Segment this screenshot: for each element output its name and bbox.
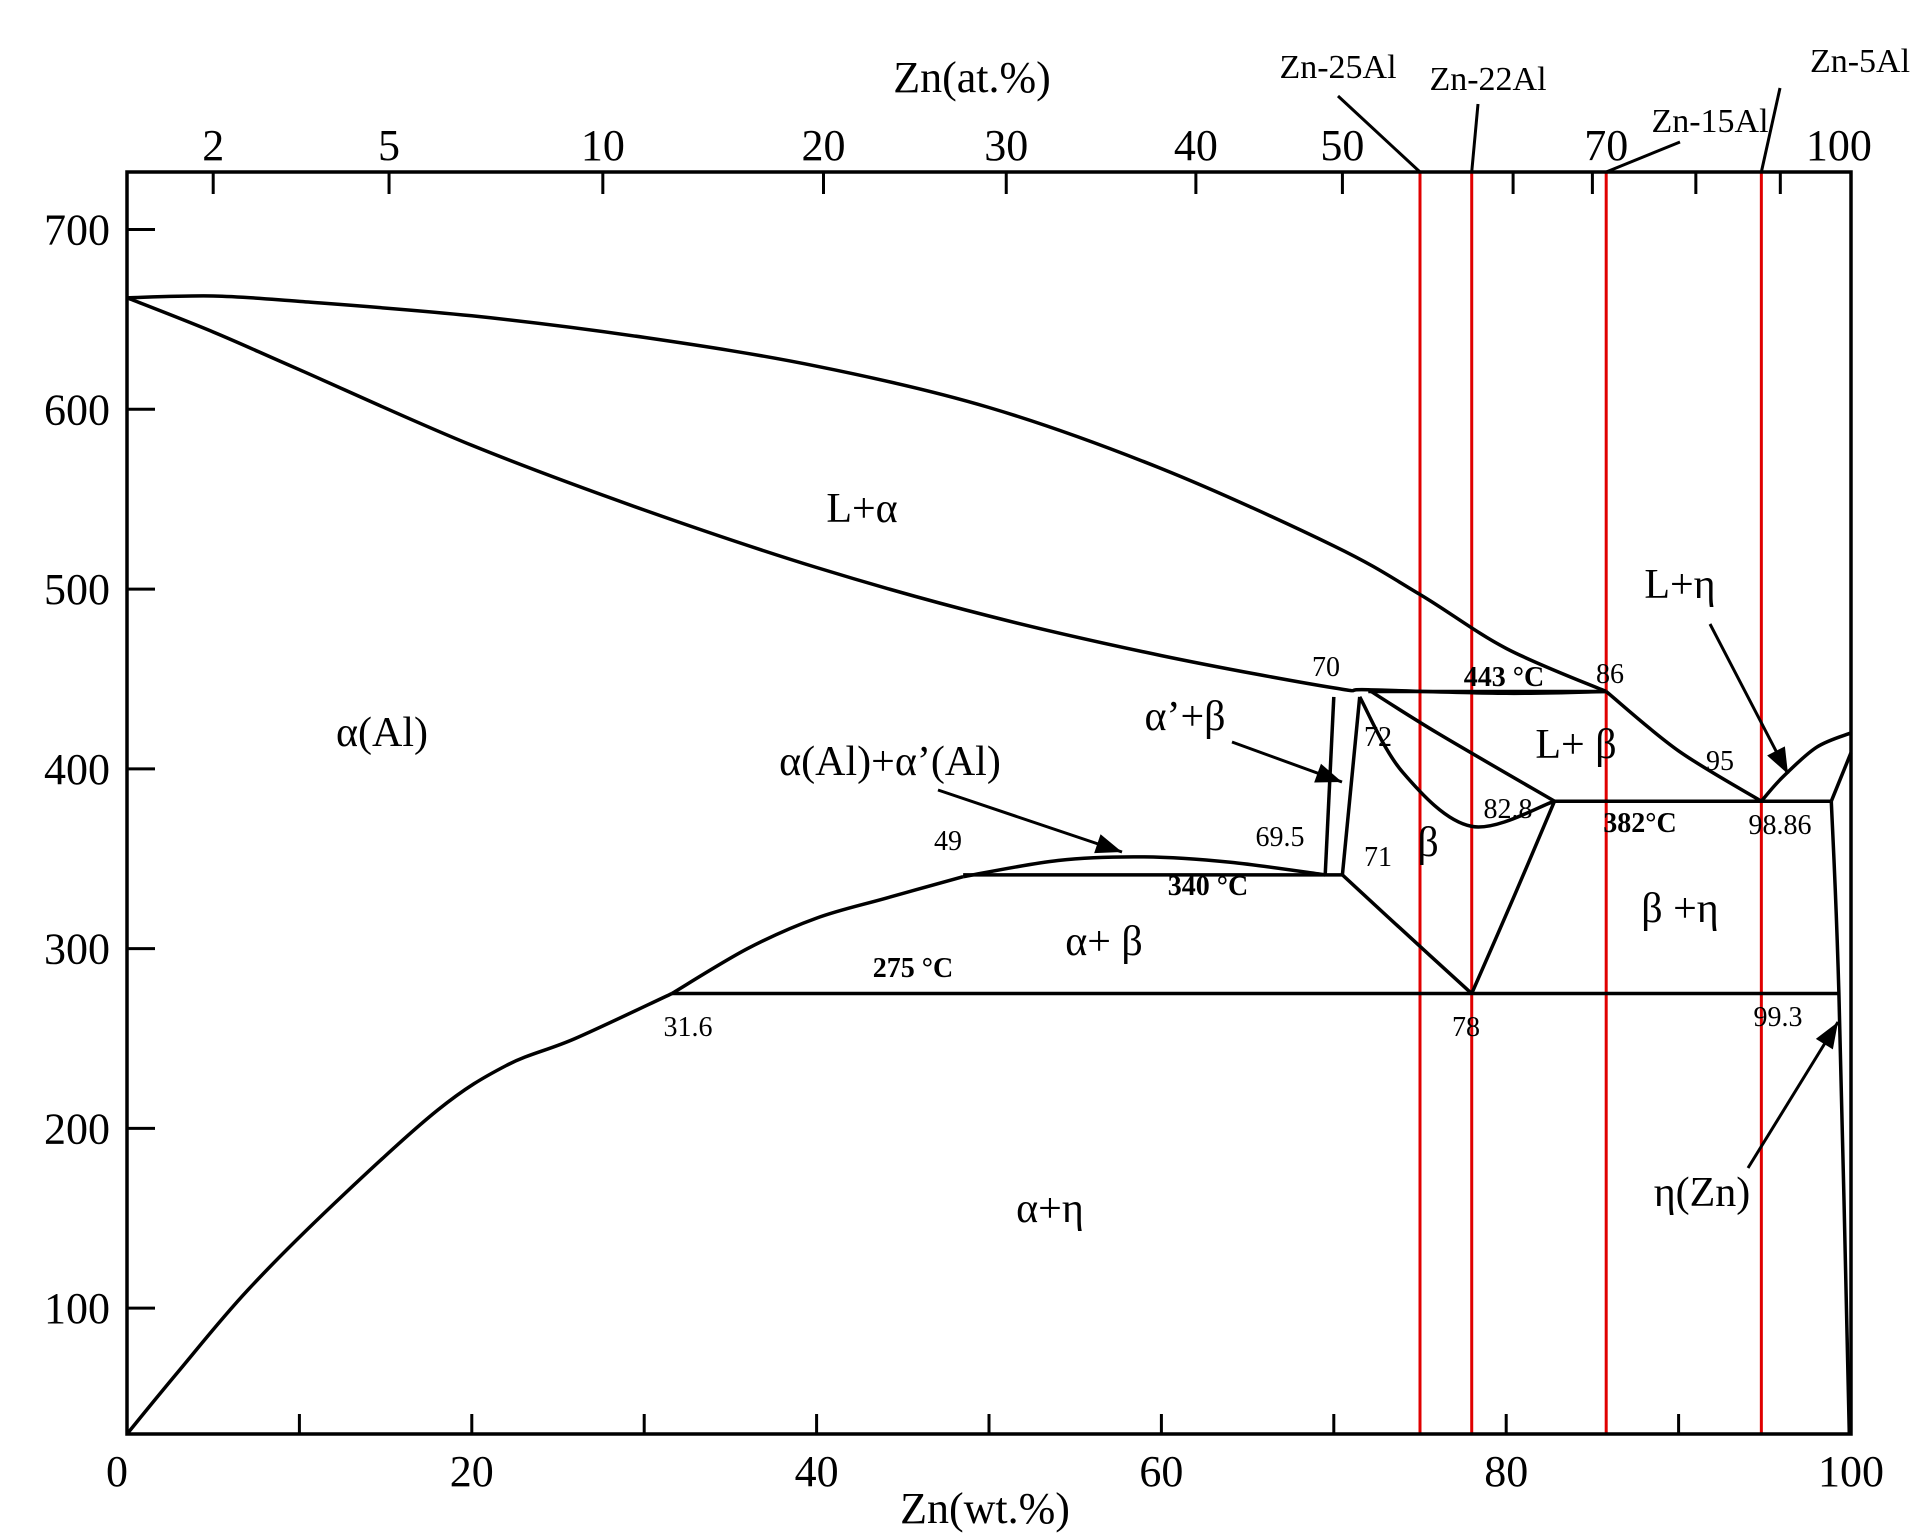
boundary-liquidus-zn-left xyxy=(1605,690,1763,803)
x-tick-label-1: 20 xyxy=(450,1447,494,1496)
top-tick-label-1: 5 xyxy=(378,121,400,170)
labels: Zn(wt.%) Zn(at.%) L+α α(Al) α(Al)+α’(Al)… xyxy=(336,43,1910,1533)
region-alpha-prime-beta: α’+β xyxy=(1144,694,1225,740)
boundary-alpha-prime-right xyxy=(1340,696,1362,876)
y-tick-label-5: 600 xyxy=(44,385,110,434)
plot-border xyxy=(125,170,1853,1436)
alloy-leader-0 xyxy=(1336,94,1422,174)
alloy-lines xyxy=(1418,172,1763,1434)
alloy-label-zn-22al: Zn-22Al xyxy=(1429,61,1546,98)
alloy-label-zn-15al: Zn-15Al xyxy=(1651,103,1768,140)
arrow-l-eta-head xyxy=(1767,746,1788,774)
region-alpha-alpha-prime: α(Al)+α’(Al) xyxy=(779,739,1001,785)
arrow-l-eta-shaft xyxy=(1708,623,1790,775)
alloy-leader-2 xyxy=(1605,140,1681,174)
boundary-miscibility-dome xyxy=(962,855,1326,879)
y-tick-label-0: 100 xyxy=(44,1284,110,1333)
x-tick-label-2: 40 xyxy=(795,1447,839,1496)
boundary-zn-solvus xyxy=(1829,801,1852,1435)
point-label-98-86: 98.86 xyxy=(1749,810,1812,841)
arrow-eta-zn-head xyxy=(1815,1022,1838,1050)
top-tick-label-6: 50 xyxy=(1320,121,1364,170)
region-alpha-al: α(Al) xyxy=(336,710,428,756)
boundary-liquidus-al xyxy=(126,294,1607,694)
x-tick-label-5: 100 xyxy=(1818,1447,1884,1496)
y-tick-label-3: 400 xyxy=(44,745,110,794)
plot-frame xyxy=(125,170,1853,1436)
region-l-eta: L+η xyxy=(1644,562,1715,608)
top-tick-label-8: 100 xyxy=(1806,121,1872,170)
isotherm-275: 275 °C xyxy=(873,953,953,984)
boundary-alpha-beta-solvus xyxy=(670,875,964,996)
arrow-alpha-prime-beta-head xyxy=(1314,763,1342,783)
point-label-99-3: 99.3 xyxy=(1754,1002,1803,1033)
alloy-leader-3 xyxy=(1759,87,1782,173)
boundary-alpha-prime-left xyxy=(1323,696,1336,875)
alloy-leader-1 xyxy=(1470,103,1480,173)
isotherm-340: 340 °C xyxy=(1168,871,1248,902)
isotherm-382: 382°C xyxy=(1603,808,1676,839)
alloy-label-zn-5al: Zn-5Al xyxy=(1810,43,1910,80)
y-tick-label-1: 200 xyxy=(44,1104,110,1153)
point-label-31-6: 31.6 xyxy=(664,1012,713,1043)
region-l-alpha: L+α xyxy=(826,486,897,532)
y-tick-label-6: 700 xyxy=(44,206,110,255)
x-tick-label-0: 0 xyxy=(106,1447,128,1496)
top-tick-label-4: 30 xyxy=(984,121,1028,170)
region-alpha-eta: α+η xyxy=(1016,1186,1084,1232)
region-beta: β xyxy=(1417,820,1438,866)
phase-boundaries xyxy=(125,294,1853,1436)
top-tick-label-2: 10 xyxy=(581,121,625,170)
annotation-arrows xyxy=(937,87,1840,1169)
arrow-alpha-alpha-prime-head xyxy=(1094,834,1122,854)
point-label-95: 95 xyxy=(1706,746,1734,777)
region-eta-zn: η(Zn) xyxy=(1654,1170,1751,1216)
isotherm-443: 443 °C xyxy=(1464,662,1544,693)
boundary-beta-left-boundary xyxy=(1358,696,1556,829)
y-tick-label-2: 300 xyxy=(44,925,110,974)
x-tick-label-3: 60 xyxy=(1139,1447,1183,1496)
boundary-zn-solvus-right xyxy=(1829,752,1853,802)
point-label-86: 86 xyxy=(1596,659,1624,690)
region-l-beta: L+ β xyxy=(1535,722,1616,768)
point-label-70: 70 xyxy=(1312,652,1340,683)
top-tick-label-3: 20 xyxy=(801,121,845,170)
top-tick-label-5: 40 xyxy=(1174,121,1218,170)
region-alpha-beta: α+ β xyxy=(1065,919,1143,965)
point-label-82-8: 82.8 xyxy=(1484,794,1533,825)
boundary-beta-liquid-boundary xyxy=(1367,688,1556,803)
region-beta-eta: β +η xyxy=(1641,886,1719,932)
arrow-eta-zn-shaft xyxy=(1746,1021,1840,1169)
top-tick-label-7: 70 xyxy=(1584,121,1628,170)
point-label-78: 78 xyxy=(1452,1012,1480,1043)
x-axis-title: Zn(wt.%) xyxy=(900,1484,1070,1533)
x-tick-label-4: 80 xyxy=(1484,1447,1528,1496)
point-label-71: 71 xyxy=(1364,842,1392,873)
arrow-alpha-alpha-prime-shaft xyxy=(937,788,1123,854)
point-label-49: 49 xyxy=(934,826,962,857)
tick-labels: 0 20 40 60 80 100 100 200 300 400 500 600 700 2 5 10 20 3… xyxy=(44,121,1884,1496)
boundary-beta-left-boundary-low xyxy=(1341,873,1473,995)
point-label-69-5: 69.5 xyxy=(1256,822,1305,853)
top-tick-label-0: 2 xyxy=(202,121,224,170)
top-axis-title: Zn(at.%) xyxy=(893,53,1051,102)
y-tick-label-4: 500 xyxy=(44,565,110,614)
boundary-alpha-eta-solvus xyxy=(125,992,673,1436)
boundary-beta-right-boundary xyxy=(1470,800,1557,995)
alloy-label-zn-25al: Zn-25Al xyxy=(1279,49,1396,86)
boundary-liquidus-zn-right xyxy=(1760,731,1852,803)
point-label-72: 72 xyxy=(1364,722,1392,753)
